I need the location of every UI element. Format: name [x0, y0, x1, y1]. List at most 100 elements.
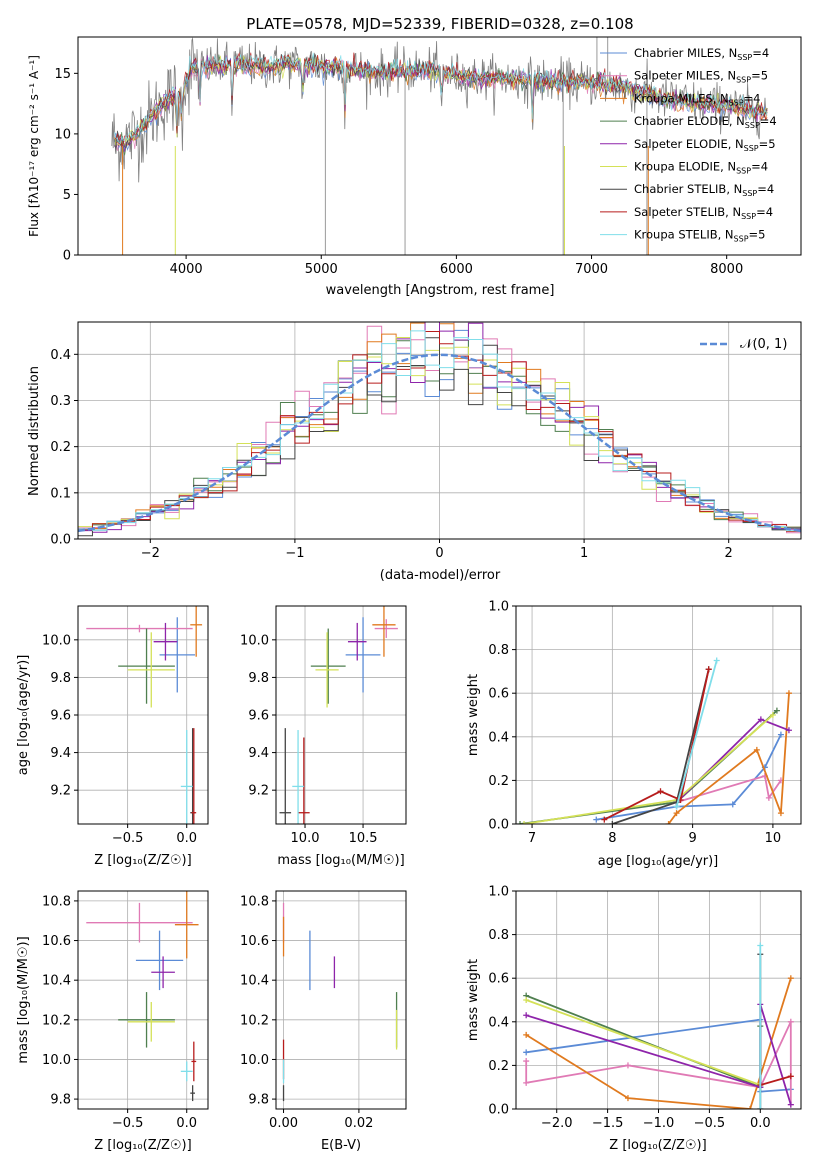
mass-weight-marker — [777, 731, 784, 738]
x-tick-label: 0.00 — [269, 1116, 298, 1131]
grid — [276, 891, 406, 1109]
mass-weight-marker — [517, 821, 524, 824]
x-axis-label: (data-model)/error — [380, 568, 501, 583]
y-tick-label: 0.0 — [488, 818, 509, 833]
y-tick-label: 9.2 — [50, 784, 71, 799]
x-tick-label: −1.0 — [643, 1116, 675, 1131]
error-bar-point — [315, 632, 339, 708]
y-axis-label: age [log₁₀(age/yr)] — [16, 655, 31, 776]
mass-weight-marker — [609, 821, 616, 824]
y-axis-label: mass weight — [466, 959, 481, 1041]
mass-weight-marker — [747, 1106, 754, 1109]
mass-weight-marker — [523, 1058, 530, 1065]
mass-weight-marker — [665, 821, 672, 824]
legend-label: Chabrier STELIB, NSSP=4 — [634, 182, 774, 198]
spectrum-panel: PLATE=0578, MJD=52339, FIBERID=0328, z=0… — [27, 15, 802, 298]
y-tick-label: 10 — [54, 127, 71, 142]
legend-gaussian-label: 𝒩(0, 1) — [740, 337, 787, 352]
error-bar-point — [153, 622, 178, 661]
axes-frame — [77, 36, 802, 256]
x-tick-label: 7000 — [575, 262, 608, 277]
y-tick-label: 0.0 — [488, 1103, 509, 1118]
model-spectrum-line — [114, 52, 768, 144]
y-tick-label: 10.2 — [240, 1013, 269, 1028]
y-tick-label: 10.0 — [240, 633, 269, 648]
legend-label: Chabrier ELODIE, NSSP=4 — [634, 114, 777, 130]
y-tick-label: 0.2 — [488, 1059, 509, 1074]
mass-weight-line — [603, 669, 710, 821]
mass-vs-Z-panel: −0.5 0.0 9.8 10.0 10.2 10.4 10.6 10.8 Z [log₁₀(… — [16, 890, 209, 1153]
y-tick-label: 0.4 — [50, 348, 71, 363]
x-axis-label: mass [log₁₀(M/M☉)] — [277, 853, 404, 868]
mass-weight-marker — [705, 666, 712, 673]
error-bar-point — [298, 737, 310, 824]
mass-vs-EBV-panel: 0.00 0.02 9.8 10.0 10.2 10.4 10.6 10.8 E(B-V) — [240, 890, 407, 1153]
x-tick-label: −0.5 — [112, 831, 144, 846]
error-bar-point — [118, 992, 175, 1048]
mass-weight-marker — [757, 716, 764, 723]
plot-area — [86, 606, 203, 824]
y-tick-label: 0.8 — [488, 928, 509, 943]
x-tick-label: 8 — [608, 831, 616, 846]
x-tick-label: −1 — [285, 546, 304, 561]
model-spectrum-line — [114, 52, 768, 148]
error-bar-point — [190, 1085, 195, 1102]
y-tick-label: 9.2 — [248, 784, 269, 799]
y-tick-label: 10.8 — [42, 894, 71, 909]
mass-weight-line — [676, 774, 782, 804]
y-tick-label: 0.0 — [50, 533, 71, 548]
error-bar-point — [127, 632, 175, 708]
x-tick-label: −2.0 — [541, 1116, 573, 1131]
y-axis-label: mass weight — [466, 674, 481, 756]
age-vs-Z-panel: −0.5 0.09.29.49.69.810.0 Z [log₁₀(Z/Z☉)] … — [16, 605, 209, 868]
mass-weight-marker — [601, 816, 608, 823]
mass-weight-line — [760, 1075, 792, 1086]
error-bar-point — [372, 606, 396, 657]
x-tick-label: 6000 — [440, 262, 473, 277]
y-tick-label: 10.4 — [240, 974, 269, 989]
x-axis-label: Z [log₁₀(Z/Z☉)] — [609, 1138, 706, 1153]
mass-weight-marker — [773, 707, 780, 714]
mass-weight-marker — [787, 1018, 794, 1025]
mass-weight-marker — [673, 803, 680, 810]
error-bar-point — [191, 728, 197, 824]
legend-label: Kroupa STELIB, NSSP=5 — [634, 228, 765, 244]
y-tick-label: 0.6 — [488, 972, 509, 987]
x-tick-label: 5000 — [305, 262, 338, 277]
mass-weight-marker — [769, 712, 776, 718]
mass-weight-marker — [521, 821, 528, 824]
plot-area — [523, 942, 794, 1109]
plot-area — [111, 37, 768, 255]
mass-weight-line — [525, 977, 792, 1109]
y-tick-label: 0.4 — [488, 1015, 509, 1030]
x-tick-label: 0.0 — [176, 1116, 197, 1131]
y-tick-label: 10.0 — [42, 633, 71, 648]
massweight-vs-Z-panel: −2.0 −1.5 −1.0 −0.5 0.0 0.0 0.2 0.4 0.6 0.8 1.0 Z … — [466, 885, 802, 1153]
x-tick-label: 10.0 — [291, 831, 320, 846]
massweight-vs-age-panel: 7 8 9 10 0.0 0.2 0.4 0.6 0.8 1.0 age [log₁₀(age/y… — [466, 600, 802, 869]
y-tick-label: 1.0 — [488, 600, 509, 615]
y-tick-label: 1.0 — [488, 885, 509, 900]
legend-label: Salpeter ELODIE, NSSP=5 — [634, 137, 776, 153]
mass-weight-marker — [624, 1095, 631, 1102]
y-tick-label: 10.6 — [42, 934, 71, 949]
error-bar-point — [191, 1041, 197, 1082]
x-tick-label: −1.5 — [592, 1116, 624, 1131]
mass-weight-marker — [523, 997, 530, 1003]
error-bar-point — [86, 902, 193, 943]
y-tick-label: 9.8 — [50, 671, 71, 686]
error-bar-point — [347, 622, 367, 661]
x-tick-label: 0.0 — [176, 831, 197, 846]
x-axis-label: wavelength [Angstrom, rest frame] — [326, 283, 555, 298]
mass-weight-marker — [785, 690, 792, 697]
x-tick-label: 10 — [765, 831, 782, 846]
error-bar-point — [127, 1001, 175, 1042]
y-tick-label: 10.6 — [240, 934, 269, 949]
error-bar-point — [86, 624, 193, 633]
gaussian-curve — [78, 353, 801, 533]
mass-weight-marker — [757, 1106, 764, 1109]
y-tick-label: 10.2 — [42, 1013, 71, 1028]
mass-weight-marker — [713, 657, 720, 664]
error-bar-point — [310, 628, 346, 704]
error-bar-point — [135, 930, 184, 991]
